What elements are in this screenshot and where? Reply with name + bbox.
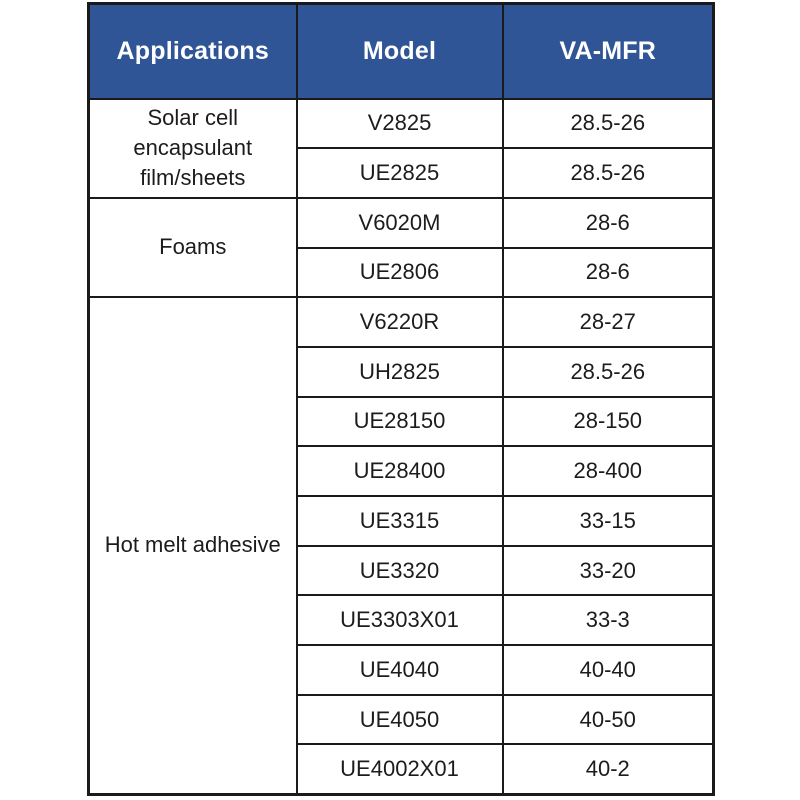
va-mfr-cell: 40-50 (501, 693, 715, 746)
table-row: Solar cell encapsulant film/sheets V2825 2… (87, 97, 715, 199)
model-cell: UE4040 (295, 644, 504, 696)
table-row: Foams V6020M 28-6 (87, 196, 715, 299)
header-va-mfr: VA-MFR (501, 2, 715, 100)
application-cell: Solar cell encapsulant film/sheets (87, 97, 298, 199)
header-row: Applications Model VA-MFR (87, 2, 715, 100)
va-mfr-cell: 33-20 (501, 544, 715, 597)
table-row: UE2806 28-6 (89, 246, 715, 299)
table-body: Solar cell encapsulant film/sheets V2825 2… (87, 97, 715, 796)
model-cell: V2825 (295, 97, 504, 150)
table-row: UE4040 40-40 (89, 644, 715, 696)
table-row: UE4002X01 40-2 (89, 743, 715, 796)
model-cell: UE28400 (295, 445, 504, 497)
va-mfr-cell: 40-2 (501, 743, 715, 796)
va-mfr-cell: 40-40 (501, 644, 715, 696)
va-mfr-cell: 28-400 (501, 445, 715, 497)
va-mfr-cell: 28-27 (501, 296, 715, 348)
table-row: UE3320 33-20 (89, 544, 715, 597)
va-mfr-cell: 28.5-26 (501, 97, 715, 150)
application-cell: Hot melt adhesive (87, 296, 298, 796)
table-row: UH2825 28.5-26 (89, 345, 715, 398)
model-cell: V6220R (295, 296, 504, 348)
application-cell: Foams (87, 196, 298, 299)
model-cell: UE28150 (295, 395, 504, 448)
model-cell: UE4050 (295, 693, 504, 746)
model-cell: UE4002X01 (295, 743, 504, 796)
va-mfr-cell: 33-15 (501, 495, 715, 547)
model-cell: UH2825 (295, 345, 504, 398)
model-cell: UE3303X01 (295, 594, 504, 647)
model-cell: UE3315 (295, 495, 504, 547)
table-row: UE3303X01 33-3 (89, 594, 715, 647)
table-row: UE2825 28.5-26 (89, 147, 715, 199)
va-mfr-cell: 33-3 (501, 594, 715, 647)
header-applications: Applications (87, 2, 298, 100)
model-cell: V6020M (295, 196, 504, 249)
va-mfr-cell: 28-150 (501, 395, 715, 448)
table-row: UE4050 40-50 (89, 693, 715, 746)
va-mfr-cell: 28-6 (501, 246, 715, 299)
va-mfr-cell: 28-6 (501, 196, 715, 249)
table-row: UE28400 28-400 (89, 445, 715, 497)
table-header: Applications Model VA-MFR (87, 2, 715, 100)
model-cell: UE3320 (295, 544, 504, 597)
table-row: UE3315 33-15 (89, 495, 715, 547)
table-row: Hot melt adhesive V6220R 28-27 (87, 296, 715, 796)
model-cell: UE2806 (295, 246, 504, 299)
va-mfr-cell: 28.5-26 (501, 345, 715, 398)
header-model: Model (295, 2, 504, 100)
va-mfr-cell: 28.5-26 (501, 147, 715, 199)
table-row: UE28150 28-150 (89, 395, 715, 448)
model-cell: UE2825 (295, 147, 504, 199)
product-spec-table: Applications Model VA-MFR Solar cell enc… (87, 2, 715, 796)
